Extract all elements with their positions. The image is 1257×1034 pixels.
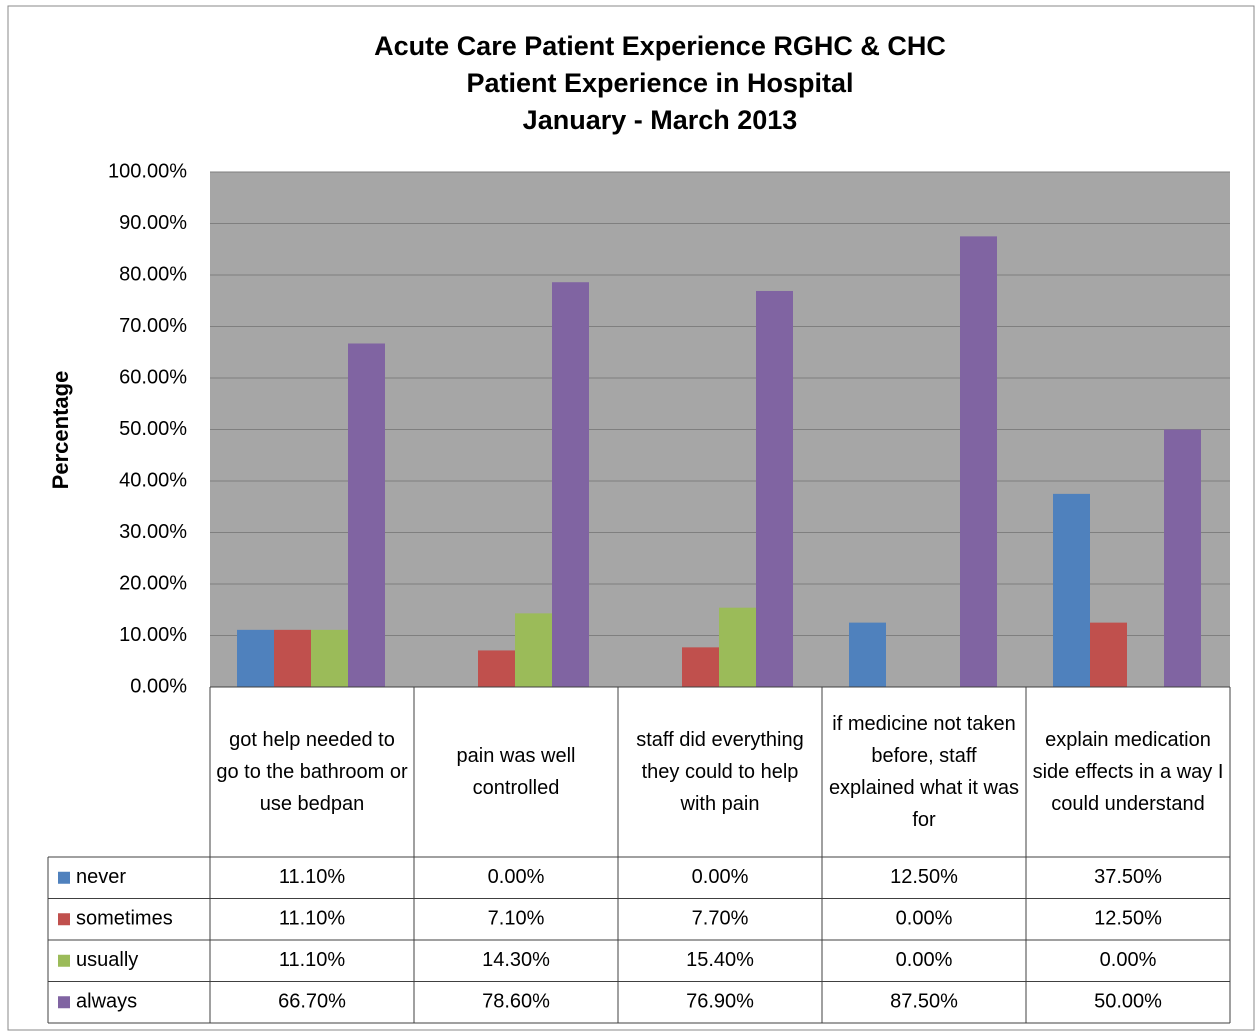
x-tick-label: explain medication side effects in a way… — [1032, 729, 1224, 815]
table-value: 0.00% — [896, 908, 953, 930]
table-value: 12.50% — [1094, 908, 1162, 930]
bar — [1053, 493, 1090, 687]
table-value: 78.60% — [482, 991, 550, 1013]
bar — [552, 282, 589, 687]
table-value: 0.00% — [1100, 949, 1157, 971]
y-tick-label: 50.00% — [119, 418, 187, 440]
legend-label: never — [76, 866, 126, 888]
legend-label: always — [76, 991, 137, 1013]
y-tick-label: 80.00% — [119, 263, 187, 285]
table-value: 66.70% — [278, 991, 346, 1013]
bar — [237, 629, 274, 687]
x-tick-label: if medicine not taken before, staff expl… — [828, 713, 1020, 831]
y-tick-label: 10.00% — [119, 624, 187, 646]
bar — [849, 622, 886, 687]
table-value: 76.90% — [686, 991, 754, 1013]
legend-key — [58, 871, 70, 884]
table-value: 50.00% — [1094, 991, 1162, 1013]
y-tick-label: 0.00% — [130, 675, 187, 697]
table-value: 0.00% — [692, 866, 749, 888]
chart-title: Acute Care Patient Experience RGHC & CHC — [374, 31, 946, 61]
bar — [1090, 622, 1127, 687]
table-value: 15.40% — [686, 949, 754, 971]
bar — [274, 629, 311, 687]
table-value: 11.10% — [279, 866, 346, 888]
table-value: 0.00% — [896, 949, 953, 971]
table-value: 7.70% — [692, 908, 749, 930]
x-tick-label: got help needed to go to the bathroom or… — [216, 729, 408, 815]
bar — [960, 236, 997, 687]
table-value: 14.30% — [482, 949, 550, 971]
bar — [515, 613, 552, 687]
legend-key — [58, 913, 70, 926]
y-tick-label: 60.00% — [119, 366, 187, 388]
y-tick-label: 40.00% — [119, 469, 187, 491]
bar — [756, 290, 793, 687]
y-tick-label: 100.00% — [108, 160, 187, 182]
legend-key — [58, 996, 70, 1009]
table-value: 11.10% — [279, 908, 346, 930]
legend-label: sometimes — [76, 908, 173, 930]
table-value: 12.50% — [890, 866, 958, 888]
table-value: 87.50% — [890, 991, 958, 1013]
bar — [478, 650, 515, 687]
table-value: 7.10% — [488, 908, 545, 930]
y-tick-label: 20.00% — [119, 572, 187, 594]
bar — [1164, 429, 1201, 687]
x-tick-label: staff did everything they could to help … — [636, 729, 804, 815]
bar — [719, 607, 756, 687]
legend-key — [58, 954, 70, 967]
chart-subtitle: Patient Experience in Hospital — [466, 68, 853, 98]
table-value: 11.10% — [279, 949, 346, 971]
y-tick-label: 90.00% — [119, 212, 187, 234]
bar — [311, 629, 348, 687]
bar — [348, 343, 385, 687]
y-tick-label: 70.00% — [119, 315, 187, 337]
y-tick-label: 30.00% — [119, 521, 187, 543]
y-axis-label: Percentage — [48, 371, 73, 490]
legend-label: usually — [76, 949, 138, 971]
bar — [682, 647, 719, 687]
table-value: 0.00% — [488, 866, 545, 888]
x-tick-label: pain was well controlled — [456, 745, 576, 799]
table-value: 37.50% — [1094, 866, 1162, 888]
chart-subtitle: January - March 2013 — [523, 105, 798, 135]
